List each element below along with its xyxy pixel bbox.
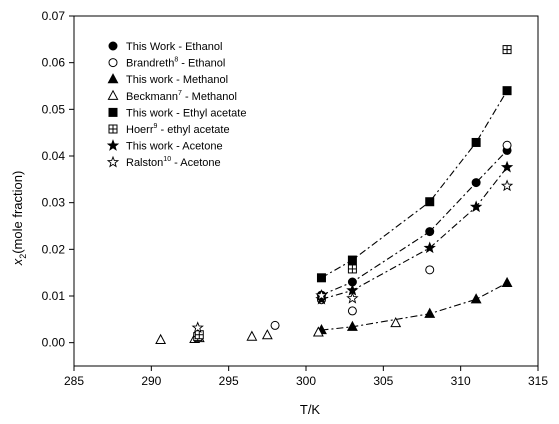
y-axis-label: x2(mole fraction): [10, 171, 28, 267]
legend-label-2: Brandreth8 - Ethanol: [126, 57, 225, 70]
legend-marker-6: [108, 124, 118, 134]
data-point-series-5: [347, 255, 357, 265]
y-tick-label: 0.03: [42, 196, 66, 210]
y-axis-label-rest: (mole fraction): [10, 171, 25, 254]
y-axis-label-var: x: [10, 258, 25, 266]
data-point-series-6: [194, 330, 204, 340]
legend-label-4: Beckmann7 - Methanol: [126, 90, 237, 103]
data-point-series-3: [501, 276, 513, 288]
legend-marker-1: [108, 41, 118, 51]
data-point-series-3: [346, 320, 358, 331]
x-tick-label: 295: [219, 374, 239, 388]
data-point-series-2: [502, 140, 512, 150]
data-point-series-4: [312, 326, 324, 337]
data-point-series-3: [424, 307, 436, 318]
y-tick-label: 0.04: [42, 149, 66, 163]
y-tick-label: 0.07: [42, 9, 66, 23]
data-point-series-8: [346, 291, 359, 304]
data-point-series-4: [155, 333, 167, 344]
legend-marker-4: [107, 89, 119, 100]
y-axis-label-sub: 2: [18, 254, 28, 259]
x-tick-label: 285: [64, 374, 84, 388]
legend-marker-8: [106, 155, 120, 168]
legend-marker-5: [108, 107, 118, 117]
data-point-series-2: [425, 265, 435, 275]
data-point-series-4: [390, 317, 402, 328]
y-tick-label: 0.05: [42, 102, 66, 116]
data-point-series-7: [500, 160, 514, 173]
legend-label-6: Hoerr9 - ethyl acetate: [126, 123, 230, 136]
data-point-series-5: [502, 86, 512, 96]
data-point-series-1: [425, 227, 435, 237]
y-tick-label: 0.01: [42, 289, 66, 303]
x-tick-label: 315: [528, 374, 548, 388]
data-point-series-5: [316, 273, 326, 283]
data-point-series-8: [191, 321, 204, 333]
legend-label-7: This work - Acetone: [126, 141, 223, 153]
data-point-series-4: [246, 330, 258, 341]
data-point-series-7: [315, 292, 328, 305]
data-point-series-3: [470, 293, 482, 304]
y-tick-label: 0.06: [42, 56, 66, 70]
data-point-series-5: [425, 197, 435, 207]
y-tick-label: 0.02: [42, 242, 66, 256]
legend-marker-3: [107, 73, 119, 84]
legend-label-5: This work - Ethyl acetate: [126, 107, 246, 119]
legend-label-8: Ralston10 - Acetone: [126, 156, 221, 169]
data-point-series-8: [500, 179, 514, 192]
data-point-series-4: [261, 329, 273, 340]
legend-marker-7: [106, 139, 120, 151]
x-tick-label: 300: [296, 374, 316, 388]
x-tick-label: 290: [141, 374, 161, 388]
plot-layer: [155, 45, 514, 344]
data-point-series-2: [347, 306, 357, 316]
x-axis-label: T/K: [300, 402, 321, 417]
data-point-series-7: [423, 241, 436, 254]
data-point-series-6: [502, 45, 512, 55]
x-tick-label: 310: [451, 374, 471, 388]
y-tick-label: 0.00: [42, 336, 66, 350]
data-point-series-6: [347, 264, 357, 274]
data-point-series-7: [469, 200, 483, 213]
legend: This Work - Ethanol Brandreth8 - Ethanol T…: [106, 41, 246, 169]
legend-label-1: This Work - Ethanol: [126, 41, 222, 53]
legend-marker-2: [108, 58, 118, 68]
data-point-series-1: [471, 178, 481, 188]
axes-layer: 285 290 295 300 305 310 315 0.00 0.01 0.02 0.03 0.0…: [42, 9, 549, 388]
data-point-series-5: [471, 137, 481, 147]
series-line-5: [321, 90, 508, 279]
data-point-series-2: [270, 320, 280, 330]
x-tick-label: 305: [373, 374, 393, 388]
legend-label-3: This work - Methanol: [126, 74, 228, 86]
data-point-series-8: [315, 289, 328, 301]
